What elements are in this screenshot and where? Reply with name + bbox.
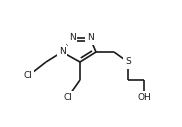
Text: N: N	[59, 47, 65, 57]
Text: N: N	[87, 34, 93, 43]
Text: N: N	[69, 34, 75, 43]
Text: OH: OH	[137, 92, 151, 101]
Text: Cl: Cl	[64, 92, 72, 101]
Text: Cl: Cl	[23, 72, 32, 81]
Text: S: S	[125, 58, 131, 67]
